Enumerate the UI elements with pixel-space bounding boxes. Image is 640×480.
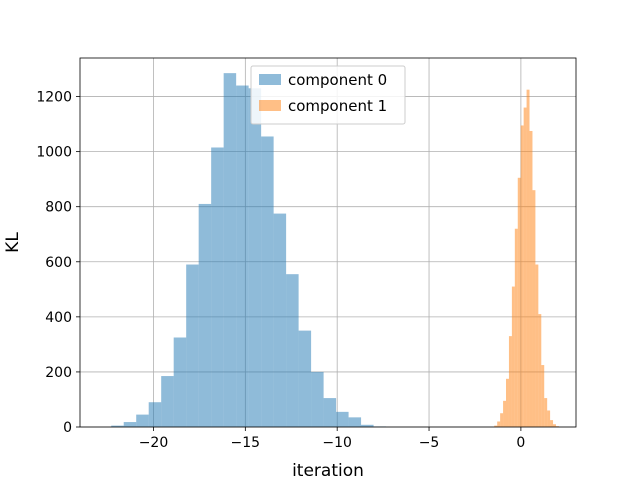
y-tick-label: 800 xyxy=(45,200,72,216)
y-tick-label: 400 xyxy=(45,310,72,326)
histogram-bar-component-0 xyxy=(323,398,337,427)
histogram-bar-component-0 xyxy=(186,264,199,427)
legend: component 0 component 1 xyxy=(250,65,406,125)
y-tick-label: 0 xyxy=(63,420,72,436)
histogram-bar-component-1 xyxy=(526,89,530,427)
histogram-bar-component-0 xyxy=(198,203,212,427)
x-tick-label: −15 xyxy=(231,435,261,451)
histogram-bar-component-1 xyxy=(494,425,498,427)
x-tick-label: 0 xyxy=(516,435,525,451)
histogram-bar-component-1 xyxy=(517,177,521,427)
legend-box xyxy=(250,65,406,125)
histogram-bar-component-0 xyxy=(211,147,224,427)
legend-swatch-component-1 xyxy=(259,100,281,111)
y-axis-label: KL xyxy=(3,232,23,253)
y-tick-label: 1000 xyxy=(36,145,72,161)
histogram-bar-component-1 xyxy=(555,426,559,427)
histogram-bar-component-0 xyxy=(248,88,262,427)
histogram-bar-component-1 xyxy=(538,314,542,427)
histogram-bar-component-0 xyxy=(361,424,374,427)
histogram-bar-component-1 xyxy=(553,424,556,427)
legend-label-component-1: component 1 xyxy=(288,97,387,115)
histogram-bar-component-0 xyxy=(173,337,187,427)
histogram-bar-component-0 xyxy=(311,371,324,427)
histogram-bar-component-0 xyxy=(148,402,162,427)
histogram-bar-component-0 xyxy=(236,85,249,427)
histogram-bar-component-0 xyxy=(348,417,362,427)
y-tick-label: 1200 xyxy=(36,90,72,106)
histogram-bars xyxy=(111,73,559,428)
histogram-bar-component-1 xyxy=(503,400,507,427)
histogram-bar-component-1 xyxy=(550,420,554,427)
x-tick-label: −5 xyxy=(419,435,440,451)
axis-ticks: −20 −15 −10 −5 0 0 200 400 600 800 1000 1200 xyxy=(36,90,525,451)
legend-label-component-0: component 0 xyxy=(288,71,387,89)
x-tick-label: −10 xyxy=(322,435,352,451)
histogram-bar-component-0 xyxy=(136,414,149,427)
histogram-bar-component-0 xyxy=(123,422,137,427)
histogram-bar-component-1 xyxy=(500,413,504,427)
histogram-bar-component-1 xyxy=(497,421,501,427)
histogram-bar-component-1 xyxy=(506,378,509,427)
histogram-bar-component-0 xyxy=(336,411,349,427)
histogram-bar-component-1 xyxy=(514,228,518,427)
histogram-bar-component-1 xyxy=(544,398,548,427)
plot-frame xyxy=(79,57,577,428)
histogram-bar-component-1 xyxy=(523,107,527,427)
histogram-bar-component-1 xyxy=(535,264,539,427)
histogram-bar-component-1 xyxy=(529,130,533,427)
histogram-bar-component-0 xyxy=(261,136,274,428)
x-tick-label: −20 xyxy=(139,435,169,451)
histogram-bar-component-1 xyxy=(532,190,536,427)
histogram-bar-component-1 xyxy=(541,365,545,427)
histogram-bar-component-0 xyxy=(273,213,287,427)
legend-swatch-component-0 xyxy=(259,74,281,85)
histogram-bar-component-0 xyxy=(161,376,174,427)
histogram-bar-component-1 xyxy=(547,410,551,427)
histogram-bar-component-1 xyxy=(508,336,512,427)
histogram-bar-component-1 xyxy=(520,125,524,427)
y-tick-label: 600 xyxy=(45,255,72,271)
histogram-bar-component-0 xyxy=(286,274,299,427)
histogram-bar-component-0 xyxy=(111,425,124,427)
histogram-bar-component-0 xyxy=(298,330,312,427)
y-tick-label: 200 xyxy=(45,365,72,381)
histogram-bar-component-0 xyxy=(223,73,237,428)
x-axis-label: iteration xyxy=(292,461,364,480)
histogram-bar-component-1 xyxy=(511,286,515,427)
